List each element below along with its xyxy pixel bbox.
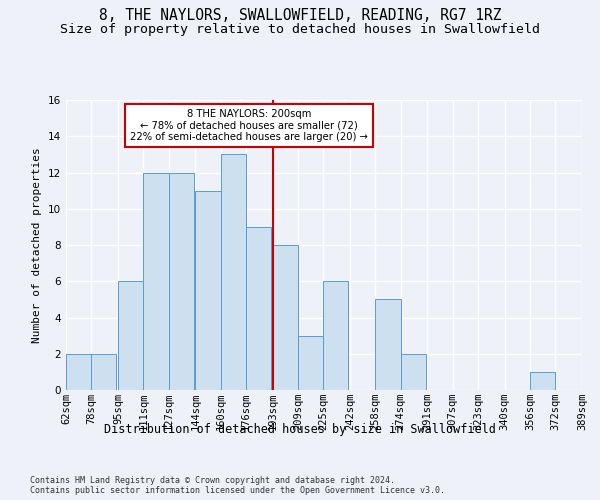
Bar: [169, 172, 194, 390]
Bar: [298, 336, 323, 390]
Bar: [401, 354, 426, 390]
Text: Size of property relative to detached houses in Swallowfield: Size of property relative to detached ho…: [60, 22, 540, 36]
Bar: [246, 227, 271, 390]
Text: 8, THE NAYLORS, SWALLOWFIELD, READING, RG7 1RZ: 8, THE NAYLORS, SWALLOWFIELD, READING, R…: [99, 8, 501, 22]
Text: 8 THE NAYLORS: 200sqm
← 78% of detached houses are smaller (72)
22% of semi-deta: 8 THE NAYLORS: 200sqm ← 78% of detached …: [130, 108, 368, 142]
Bar: [221, 154, 246, 390]
Bar: [375, 300, 401, 390]
Bar: [91, 354, 116, 390]
Bar: [66, 354, 91, 390]
Bar: [323, 281, 349, 390]
Bar: [530, 372, 555, 390]
Bar: [118, 281, 143, 390]
Text: Distribution of detached houses by size in Swallowfield: Distribution of detached houses by size …: [104, 422, 496, 436]
Y-axis label: Number of detached properties: Number of detached properties: [32, 147, 43, 343]
Bar: [196, 190, 221, 390]
Bar: [273, 245, 298, 390]
Bar: [143, 172, 169, 390]
Text: Contains HM Land Registry data © Crown copyright and database right 2024.
Contai: Contains HM Land Registry data © Crown c…: [30, 476, 445, 495]
